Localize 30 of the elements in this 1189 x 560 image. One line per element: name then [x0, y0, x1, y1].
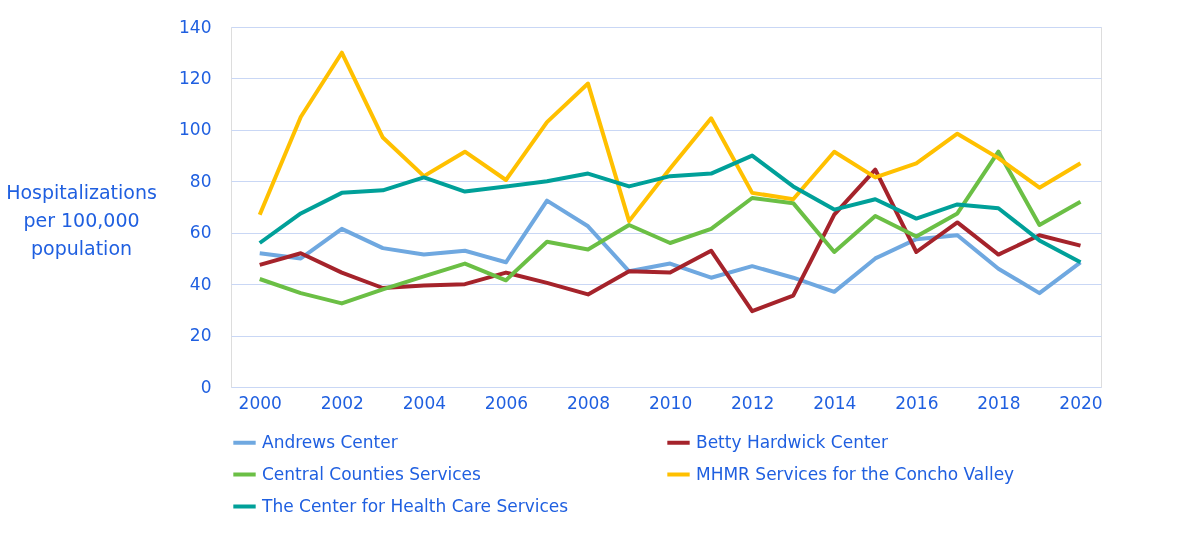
legend-label: The Center for Health Care Services: [261, 495, 569, 516]
x-tick-label: 2004: [402, 392, 447, 413]
y-axis-title: Hospitalizations per 100,000 population: [6, 180, 157, 259]
y-tick-label: 120: [179, 67, 212, 88]
y-tick-label: 20: [189, 325, 212, 346]
y-tick-label: 80: [189, 170, 212, 191]
legend-label: Betty Hardwick Center: [696, 431, 889, 452]
x-tick-label: 2006: [484, 392, 529, 413]
x-tick-label: 2002: [320, 392, 364, 413]
x-tick-label: 2000: [238, 392, 282, 413]
x-tick-label: 2008: [566, 392, 611, 413]
x-tick-label: 2016: [895, 392, 939, 413]
x-tick-label: 2010: [648, 392, 693, 413]
x-tick-label: 2014: [813, 392, 857, 413]
y-tick-label: 60: [189, 222, 212, 243]
line-series: [257, 149, 1083, 306]
y-tick-label: 0: [200, 376, 212, 397]
legend-label: MHMR Services for the Concho Valley: [696, 463, 1015, 484]
legend-label: Andrews Center: [262, 431, 398, 452]
y-tick-label: 140: [179, 16, 212, 37]
line-series: [257, 167, 1083, 314]
line-series: [257, 153, 1083, 265]
line-series: [257, 50, 1083, 224]
legend-label: Central Counties Services: [262, 463, 482, 484]
x-tick-label: 2018: [977, 392, 1021, 413]
x-tick-label: 2020: [1059, 392, 1103, 413]
line-series: [257, 198, 1083, 296]
y-tick-label: 40: [189, 273, 212, 294]
y-tick-label: 100: [179, 119, 212, 140]
x-tick-label: 2012: [731, 392, 775, 413]
